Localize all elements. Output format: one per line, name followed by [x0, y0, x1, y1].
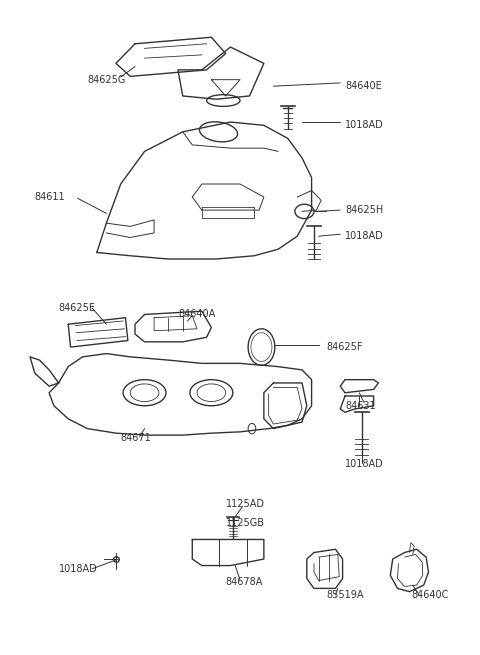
Text: 84625F: 84625F — [326, 342, 362, 352]
Text: 1018AD: 1018AD — [345, 459, 384, 470]
Text: 84625G: 84625G — [87, 75, 126, 84]
Text: 84625H: 84625H — [345, 205, 383, 215]
Text: 84640C: 84640C — [412, 590, 449, 600]
Text: 1018AD: 1018AD — [345, 231, 384, 241]
Text: 84640A: 84640A — [178, 309, 215, 320]
Text: 1018AD: 1018AD — [345, 121, 384, 130]
Text: 84625E: 84625E — [59, 303, 96, 313]
Text: 84640E: 84640E — [345, 81, 382, 91]
Text: 85519A: 85519A — [326, 590, 363, 600]
Text: 1125AD: 1125AD — [226, 498, 264, 508]
Text: 84611: 84611 — [35, 192, 65, 202]
Text: 1125GB: 1125GB — [226, 518, 264, 528]
Text: 84671: 84671 — [120, 434, 152, 443]
Text: 84631: 84631 — [345, 401, 376, 411]
Text: 1018AD: 1018AD — [59, 564, 97, 574]
Text: 84678A: 84678A — [226, 577, 263, 587]
